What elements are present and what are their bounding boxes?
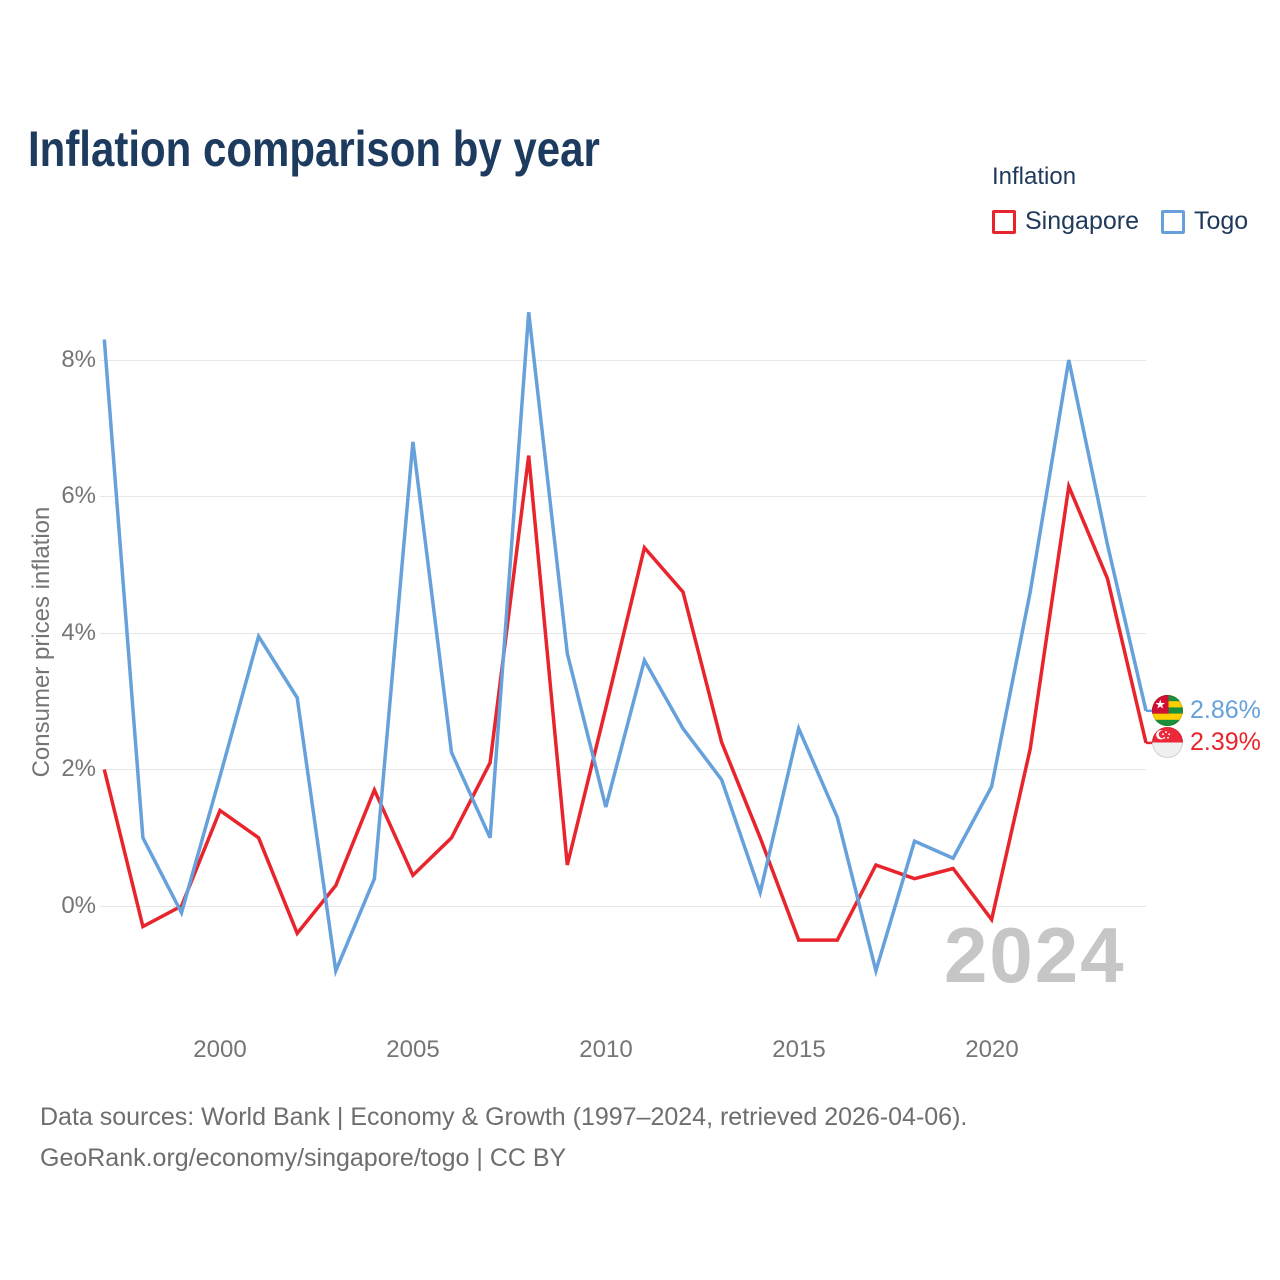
gridline-8pct bbox=[100, 360, 1146, 361]
end-label-singapore-value: 2.39% bbox=[1190, 728, 1261, 756]
end-label-togo-value: 2.86% bbox=[1190, 696, 1261, 724]
legend: Inflation Singapore Togo bbox=[992, 163, 1248, 236]
legend-item-togo[interactable]: Togo bbox=[1160, 207, 1249, 236]
line-togo[interactable] bbox=[102, 312, 1148, 978]
x-tick-2015: 2015 bbox=[772, 1036, 826, 1063]
x-tick-2020: 2020 bbox=[965, 1036, 1019, 1063]
line-singapore[interactable] bbox=[102, 455, 1148, 942]
x-tick-2000: 2000 bbox=[193, 1036, 247, 1063]
footer-line-2: GeoRank.org/economy/singapore/togo | CC … bbox=[40, 1144, 567, 1172]
footer: Data sources: World Bank | Economy & Gro… bbox=[40, 1097, 967, 1179]
x-tick-2005: 2005 bbox=[386, 1036, 440, 1063]
y-tick-8pct: 8% bbox=[61, 346, 96, 373]
legend-item-singapore[interactable]: Singapore bbox=[992, 207, 1139, 236]
page-title: Inflation comparison by year bbox=[28, 120, 600, 177]
legend-label-togo: Togo bbox=[1193, 207, 1249, 235]
legend-swatch-togo bbox=[1160, 209, 1185, 234]
gridline-2pct bbox=[100, 769, 1146, 770]
y-tick-4pct: 4% bbox=[61, 619, 96, 646]
y-tick-0pct: 0% bbox=[61, 892, 96, 919]
footer-line-1: Data sources: World Bank | Economy & Gro… bbox=[40, 1103, 968, 1131]
end-label-singapore: 2.39% bbox=[1152, 727, 1261, 758]
y-tick-2pct: 2% bbox=[61, 755, 96, 782]
end-label-togo: 2.86% bbox=[1152, 695, 1261, 726]
singapore-flag-icon bbox=[1152, 727, 1183, 758]
legend-title: Inflation bbox=[992, 163, 1077, 190]
togo-flag-icon bbox=[1152, 695, 1183, 726]
legend-label-singapore: Singapore bbox=[1025, 207, 1139, 235]
legend-swatch-singapore bbox=[992, 209, 1016, 234]
year-watermark: 2024 bbox=[944, 911, 1126, 999]
gridline-0pct bbox=[100, 906, 1146, 907]
y-tick-6pct: 6% bbox=[61, 482, 96, 509]
gridline-6pct bbox=[100, 496, 1146, 497]
x-tick-2010: 2010 bbox=[579, 1036, 633, 1063]
